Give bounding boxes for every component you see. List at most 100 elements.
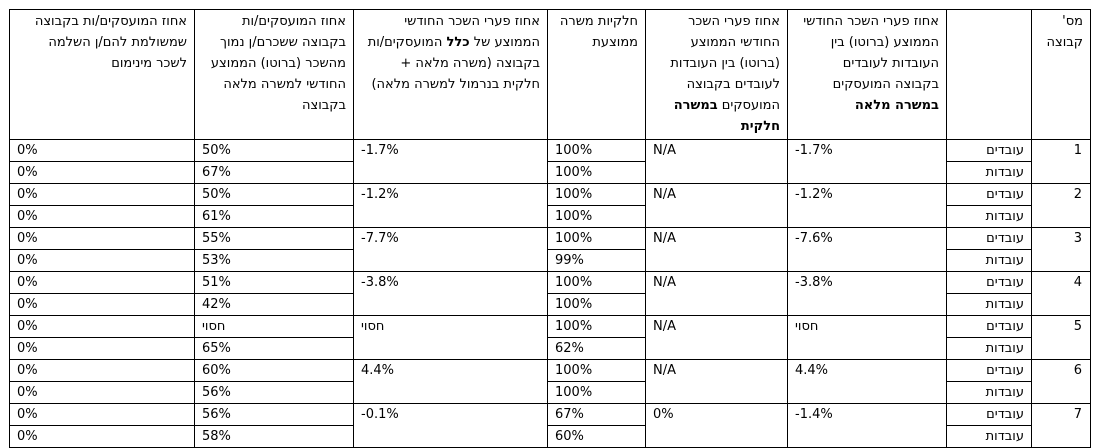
pct-below-avg-cell: 67% [194, 161, 354, 184]
header-row: מס' קבוצה אחוז פערי השכר החודשי הממוצע (… [9, 9, 1091, 140]
pct-below-avg-cell: 65% [194, 337, 354, 360]
gap-parttime-cell: N/A [645, 359, 788, 404]
pct-min-wage-cell: 0% [9, 139, 195, 162]
header-gap-fulltime: אחוז פערי השכר החודשי הממוצע (ברוטו) בין… [787, 9, 947, 140]
pct-min-wage-cell: 0% [9, 293, 195, 316]
pct-below-avg-cell: 53% [194, 249, 354, 272]
pct-below-avg-cell: 50% [194, 183, 354, 206]
pct-min-wage-cell: 0% [9, 183, 195, 206]
pct-min-wage-cell: 0% [9, 337, 195, 360]
pct-below-avg-cell: 42% [194, 293, 354, 316]
pct-below-avg-cell: 56% [194, 381, 354, 404]
gap-parttime-cell: N/A [645, 183, 788, 228]
table-row: 7 עובדים -1.4% 0% 67% -0.1% 56% 0% [9, 403, 1091, 448]
avg-parttime-cell: 100% [547, 161, 646, 184]
group-number-cell: 2 [1031, 183, 1091, 228]
gender-cell: עובדות [946, 161, 1032, 184]
gap-all-cell: -7.7% [353, 227, 548, 272]
avg-parttime-cell: 99% [547, 249, 646, 272]
gap-parttime-cell: N/A [645, 227, 788, 272]
table-row: עובדות 99% 53% 0% [9, 249, 1091, 272]
avg-parttime-cell: 100% [547, 183, 646, 206]
gap-all-cell: חסוי [353, 315, 548, 360]
gap-fulltime-cell: -3.8% [787, 271, 947, 316]
gap-fulltime-cell: -1.7% [787, 139, 947, 184]
pct-min-wage-cell: 0% [9, 205, 195, 228]
gap-fulltime-cell: חסוי [787, 315, 947, 360]
header-gap-all: אחוז פערי השכר החודשי הממוצע של כלל המוע… [353, 9, 548, 140]
pct-min-wage-cell: 0% [9, 381, 195, 404]
gap-fulltime-cell: 4.4% [787, 359, 947, 404]
gender-cell: עובדות [946, 249, 1032, 272]
header-avg-parttime: חלקיות משרה ממוצעת [547, 9, 646, 140]
pct-min-wage-cell: 0% [9, 161, 195, 184]
group-number-cell: 7 [1031, 403, 1091, 448]
table-row: 2 עובדים -1.2% N/A 100% -1.2% 50% 0% [9, 183, 1091, 228]
gender-cell: עובדים [946, 183, 1032, 206]
pct-below-avg-cell: 55% [194, 227, 354, 250]
header-gender [946, 9, 1032, 140]
pct-min-wage-cell: 0% [9, 403, 195, 426]
gap-fulltime-cell: -7.6% [787, 227, 947, 272]
header-gap-parttime-bold: במשרה חלקית [673, 98, 780, 134]
table-row: 5 עובדים חסוי N/A 100% חסוי חסוי 0% [9, 315, 1091, 360]
table-row: 6 עובדים 4.4% N/A 100% 4.4% 60% 0% [9, 359, 1091, 404]
pct-below-avg-cell: 61% [194, 205, 354, 228]
gender-cell: עובדות [946, 337, 1032, 360]
header-group-no: מס' קבוצה [1031, 9, 1091, 140]
header-gap-parttime: אחוז פערי השכר החודשי הממוצע (ברוטו) בין… [645, 9, 788, 140]
group-number-cell: 3 [1031, 227, 1091, 272]
gap-all-cell: 4.4% [353, 359, 548, 404]
pct-min-wage-cell: 0% [9, 227, 195, 250]
gap-all-cell: -3.8% [353, 271, 548, 316]
gap-parttime-cell: 0% [645, 403, 788, 448]
gender-cell: עובדות [946, 381, 1032, 404]
table-row: עובדות 100% 56% 0% [9, 381, 1091, 404]
avg-parttime-cell: 100% [547, 227, 646, 250]
header-pct-min-wage: אחוז המועסקים/ות בקבוצה שמשולמת להם/ן הש… [9, 9, 195, 140]
gap-fulltime-cell: -1.2% [787, 183, 947, 228]
header-gap-all-bold: כלל [446, 35, 470, 50]
pct-min-wage-cell: 0% [9, 315, 195, 338]
avg-parttime-cell: 100% [547, 293, 646, 316]
avg-parttime-cell: 100% [547, 381, 646, 404]
table-container: מס' קבוצה אחוז פערי השכר החודשי הממוצע (… [9, 9, 1091, 448]
pct-below-avg-cell: חסוי [194, 315, 354, 338]
avg-parttime-cell: 100% [547, 271, 646, 294]
table-row: 3 עובדים -7.6% N/A 100% -7.7% 55% 0% [9, 227, 1091, 272]
gender-cell: עובדים [946, 403, 1032, 426]
gender-cell: עובדים [946, 227, 1032, 250]
gender-cell: עובדות [946, 293, 1032, 316]
header-pct-below-avg: אחוז המועסקים/ות בקבוצה ששכרם/ן נמוך מהש… [194, 9, 354, 140]
group-number-cell: 5 [1031, 315, 1091, 360]
gap-all-cell: -0.1% [353, 403, 548, 448]
gap-parttime-cell: N/A [645, 271, 788, 316]
table-body: 1 עובדים -1.7% N/A 100% -1.7% 50% 0% עובדות 100% 6… [9, 139, 1091, 448]
avg-parttime-cell: 100% [547, 359, 646, 382]
group-number-cell: 1 [1031, 139, 1091, 184]
gender-cell: עובדים [946, 359, 1032, 382]
pct-below-avg-cell: 60% [194, 359, 354, 382]
table-row: 1 עובדים -1.7% N/A 100% -1.7% 50% 0% [9, 139, 1091, 184]
avg-parttime-cell: 62% [547, 337, 646, 360]
gap-all-cell: -1.2% [353, 183, 548, 228]
gap-fulltime-cell: -1.4% [787, 403, 947, 448]
group-number-cell: 4 [1031, 271, 1091, 316]
pct-below-avg-cell: 50% [194, 139, 354, 162]
avg-parttime-cell: 100% [547, 315, 646, 338]
gender-cell: עובדים [946, 315, 1032, 338]
header-gap-fulltime-bold: במשרה מלאה [854, 98, 939, 113]
gender-cell: עובדות [946, 205, 1032, 228]
avg-parttime-cell: 100% [547, 139, 646, 162]
gender-cell: עובדים [946, 139, 1032, 162]
avg-parttime-cell: 67% [547, 403, 646, 426]
pct-below-avg-cell: 56% [194, 403, 354, 426]
gap-parttime-cell: N/A [645, 315, 788, 360]
pay-gap-table: מס' קבוצה אחוז פערי השכר החודשי הממוצע (… [9, 9, 1091, 448]
group-number-cell: 6 [1031, 359, 1091, 404]
pct-min-wage-cell: 0% [9, 271, 195, 294]
gap-all-cell: -1.7% [353, 139, 548, 184]
gap-parttime-cell: N/A [645, 139, 788, 184]
table-row: 4 עובדים -3.8% N/A 100% -3.8% 51% 0% [9, 271, 1091, 316]
avg-parttime-cell: 100% [547, 205, 646, 228]
